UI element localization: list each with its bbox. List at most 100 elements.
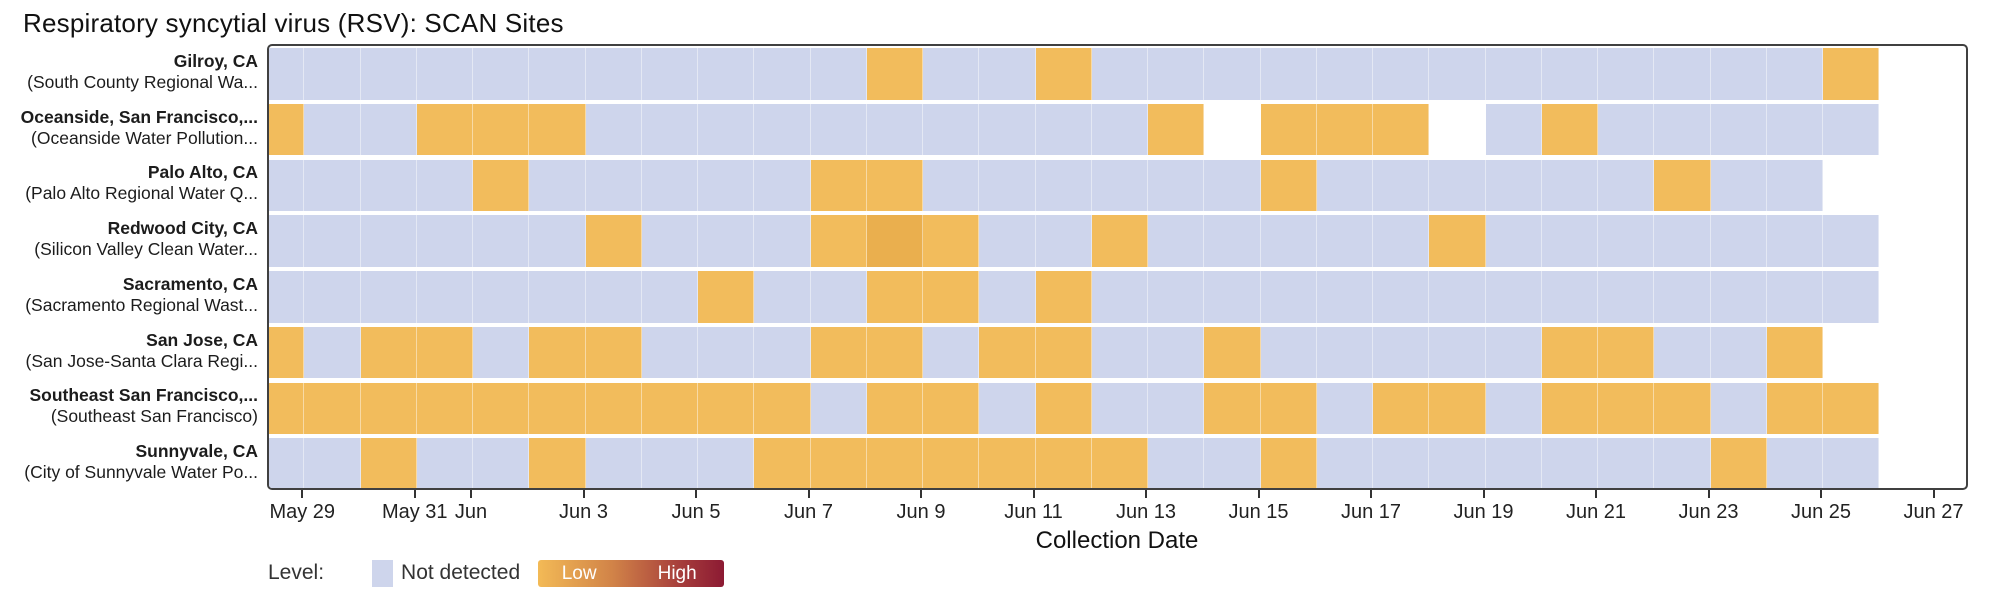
heatmap-cell[interactable] bbox=[360, 48, 417, 100]
heatmap-cell[interactable] bbox=[585, 159, 642, 212]
heatmap-cell[interactable] bbox=[585, 271, 642, 323]
heatmap-cell[interactable] bbox=[1654, 271, 1711, 323]
heatmap-cell[interactable] bbox=[1823, 438, 1880, 488]
heatmap-cell[interactable] bbox=[698, 271, 755, 323]
heatmap-cell[interactable] bbox=[1654, 103, 1711, 156]
heatmap-cell[interactable] bbox=[866, 48, 923, 100]
heatmap-cell[interactable] bbox=[641, 326, 698, 379]
heatmap-cell[interactable] bbox=[1204, 326, 1261, 379]
heatmap-cell[interactable] bbox=[1148, 48, 1205, 100]
heatmap-cell[interactable] bbox=[1823, 48, 1880, 100]
heatmap-cell[interactable] bbox=[1541, 382, 1598, 435]
heatmap-cell[interactable] bbox=[473, 326, 530, 379]
heatmap-cell[interactable] bbox=[923, 438, 980, 488]
heatmap-cell[interactable] bbox=[269, 159, 305, 212]
heatmap-cell[interactable] bbox=[473, 103, 530, 156]
heatmap-cell[interactable] bbox=[1823, 382, 1880, 435]
heatmap-cell[interactable] bbox=[529, 159, 586, 212]
heatmap-cell[interactable] bbox=[866, 271, 923, 323]
heatmap-cell[interactable] bbox=[923, 103, 980, 156]
heatmap-cell[interactable] bbox=[1541, 215, 1598, 267]
heatmap-cell[interactable] bbox=[473, 159, 530, 212]
heatmap-cell[interactable] bbox=[1260, 159, 1317, 212]
heatmap-cell[interactable] bbox=[810, 103, 867, 156]
heatmap-cell[interactable] bbox=[416, 48, 473, 100]
heatmap-cell[interactable] bbox=[1260, 382, 1317, 435]
heatmap-cell[interactable] bbox=[529, 271, 586, 323]
heatmap-cell[interactable] bbox=[1260, 271, 1317, 323]
heatmap-cell[interactable] bbox=[1598, 48, 1655, 100]
heatmap-cell[interactable] bbox=[979, 48, 1036, 100]
heatmap-cell[interactable] bbox=[529, 326, 586, 379]
heatmap-cell[interactable] bbox=[529, 382, 586, 435]
heatmap-cell[interactable] bbox=[1373, 48, 1430, 100]
heatmap-cell[interactable] bbox=[585, 382, 642, 435]
heatmap-cell[interactable] bbox=[1429, 382, 1486, 435]
heatmap-cell[interactable] bbox=[923, 326, 980, 379]
heatmap-cell[interactable] bbox=[754, 382, 811, 435]
heatmap-cell[interactable] bbox=[1373, 215, 1430, 267]
heatmap-cell[interactable] bbox=[304, 271, 361, 323]
heatmap-cell[interactable] bbox=[1710, 382, 1767, 435]
heatmap-cell[interactable] bbox=[360, 215, 417, 267]
heatmap-cell[interactable] bbox=[1316, 382, 1373, 435]
heatmap-cell[interactable] bbox=[1598, 103, 1655, 156]
heatmap-cell[interactable] bbox=[979, 326, 1036, 379]
heatmap-cell[interactable] bbox=[1823, 215, 1880, 267]
heatmap-cell[interactable] bbox=[979, 103, 1036, 156]
heatmap-cell[interactable] bbox=[1316, 271, 1373, 323]
heatmap-cell[interactable] bbox=[473, 48, 530, 100]
heatmap-cell[interactable] bbox=[1035, 159, 1092, 212]
heatmap-cell[interactable] bbox=[585, 215, 642, 267]
heatmap-cell[interactable] bbox=[1766, 326, 1823, 379]
heatmap-cell[interactable] bbox=[416, 215, 473, 267]
heatmap-cell[interactable] bbox=[1485, 215, 1542, 267]
heatmap-cell[interactable] bbox=[473, 382, 530, 435]
heatmap-cell[interactable] bbox=[1091, 438, 1148, 488]
heatmap-cell[interactable] bbox=[585, 438, 642, 488]
heatmap-cell[interactable] bbox=[1373, 382, 1430, 435]
heatmap-cell[interactable] bbox=[698, 103, 755, 156]
heatmap-cell[interactable] bbox=[1710, 326, 1767, 379]
heatmap-cell[interactable] bbox=[1148, 159, 1205, 212]
heatmap-cell[interactable] bbox=[1204, 215, 1261, 267]
heatmap-cell[interactable] bbox=[529, 438, 586, 488]
heatmap-cell[interactable] bbox=[529, 48, 586, 100]
heatmap-cell[interactable] bbox=[1485, 159, 1542, 212]
heatmap-cell[interactable] bbox=[1654, 159, 1711, 212]
heatmap-cell[interactable] bbox=[754, 271, 811, 323]
heatmap-cell[interactable] bbox=[923, 159, 980, 212]
heatmap-cell[interactable] bbox=[416, 438, 473, 488]
heatmap-cell[interactable] bbox=[416, 103, 473, 156]
heatmap-cell[interactable] bbox=[698, 382, 755, 435]
heatmap-cell[interactable] bbox=[1429, 438, 1486, 488]
heatmap-cell[interactable] bbox=[1148, 271, 1205, 323]
heatmap-cell[interactable] bbox=[1260, 103, 1317, 156]
heatmap-cell[interactable] bbox=[1485, 438, 1542, 488]
heatmap-cell[interactable] bbox=[1035, 438, 1092, 488]
heatmap-cell[interactable] bbox=[923, 271, 980, 323]
heatmap-cell[interactable] bbox=[1710, 271, 1767, 323]
heatmap-cell[interactable] bbox=[1373, 438, 1430, 488]
heatmap-cell[interactable] bbox=[304, 438, 361, 488]
heatmap-cell[interactable] bbox=[1541, 271, 1598, 323]
heatmap-cell[interactable] bbox=[1035, 271, 1092, 323]
heatmap-cell[interactable] bbox=[416, 159, 473, 212]
heatmap-cell[interactable] bbox=[1260, 215, 1317, 267]
heatmap-cell[interactable] bbox=[1766, 215, 1823, 267]
heatmap-cell[interactable] bbox=[473, 215, 530, 267]
heatmap-cell[interactable] bbox=[754, 103, 811, 156]
heatmap-cell[interactable] bbox=[1148, 382, 1205, 435]
heatmap-cell[interactable] bbox=[1766, 271, 1823, 323]
heatmap-cell[interactable] bbox=[1598, 326, 1655, 379]
heatmap-cell[interactable] bbox=[1541, 159, 1598, 212]
heatmap-cell[interactable] bbox=[698, 215, 755, 267]
heatmap-cell[interactable] bbox=[979, 159, 1036, 212]
heatmap-cell[interactable] bbox=[1429, 215, 1486, 267]
heatmap-cell[interactable] bbox=[1373, 159, 1430, 212]
heatmap-cell[interactable] bbox=[1485, 326, 1542, 379]
heatmap-cell[interactable] bbox=[810, 215, 867, 267]
heatmap-cell[interactable] bbox=[754, 48, 811, 100]
heatmap-cell[interactable] bbox=[1148, 326, 1205, 379]
heatmap-cell[interactable] bbox=[304, 159, 361, 212]
